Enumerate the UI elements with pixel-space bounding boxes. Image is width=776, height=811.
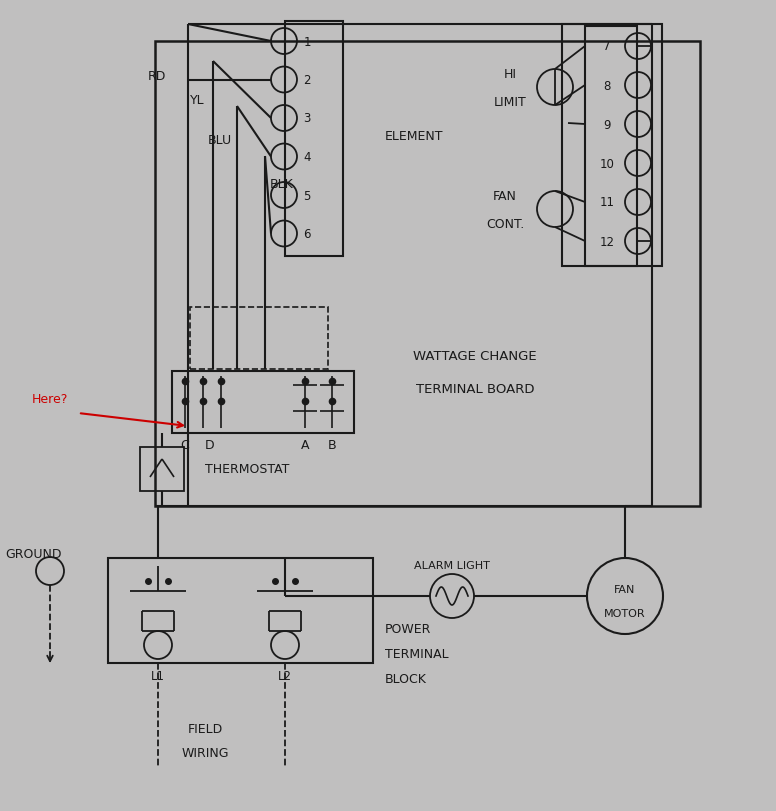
Text: FIELD: FIELD	[187, 723, 223, 736]
Text: B: B	[327, 439, 336, 452]
Text: BLOCK: BLOCK	[385, 672, 427, 685]
Text: ELEMENT: ELEMENT	[385, 131, 444, 144]
Text: TERMINAL BOARD: TERMINAL BOARD	[416, 383, 534, 396]
Text: GROUND: GROUND	[5, 547, 61, 560]
Bar	[562, 25, 662, 267]
Text: YL: YL	[190, 93, 205, 106]
Bar	[155, 42, 700, 506]
Text: LIMIT: LIMIT	[494, 96, 526, 109]
Text: FAN: FAN	[615, 584, 636, 594]
Text: 4: 4	[303, 151, 310, 164]
Bar	[140, 448, 184, 491]
Text: 12: 12	[600, 235, 615, 248]
Text: D: D	[205, 439, 215, 452]
Text: 5: 5	[303, 189, 310, 202]
Text: 8: 8	[603, 79, 611, 92]
Text: 1: 1	[303, 36, 310, 49]
Text: MOTOR: MOTOR	[605, 608, 646, 618]
Text: A: A	[301, 439, 310, 452]
Text: THERMOSTAT: THERMOSTAT	[205, 463, 289, 476]
Text: WATTAGE CHANGE: WATTAGE CHANGE	[413, 350, 537, 363]
Text: WIRING: WIRING	[182, 747, 229, 760]
Text: C: C	[181, 439, 189, 452]
Text: 11: 11	[600, 196, 615, 209]
Text: BLU: BLU	[208, 133, 232, 146]
Bar	[285, 22, 343, 257]
Text: 6: 6	[303, 228, 310, 241]
Text: CONT.: CONT.	[486, 217, 524, 230]
Text: 10: 10	[600, 157, 615, 170]
Text: 2: 2	[303, 74, 310, 87]
Text: TERMINAL: TERMINAL	[385, 648, 449, 661]
Bar	[190, 307, 328, 370]
Text: 3: 3	[303, 113, 310, 126]
Text: RD: RD	[147, 71, 166, 84]
Bar	[108, 558, 373, 663]
Text: 7: 7	[603, 41, 611, 54]
Text: FAN: FAN	[493, 191, 517, 204]
Text: 9: 9	[603, 118, 611, 131]
Bar	[172, 371, 354, 433]
Text: Here?: Here?	[32, 393, 68, 406]
Text: BLK: BLK	[270, 178, 294, 191]
Text: L2: L2	[278, 670, 292, 683]
Text: L1: L1	[151, 670, 165, 683]
Text: HI: HI	[504, 67, 517, 80]
Bar	[585, 27, 637, 267]
Text: POWER: POWER	[385, 623, 431, 636]
Text: ALARM LIGHT: ALARM LIGHT	[414, 560, 490, 570]
